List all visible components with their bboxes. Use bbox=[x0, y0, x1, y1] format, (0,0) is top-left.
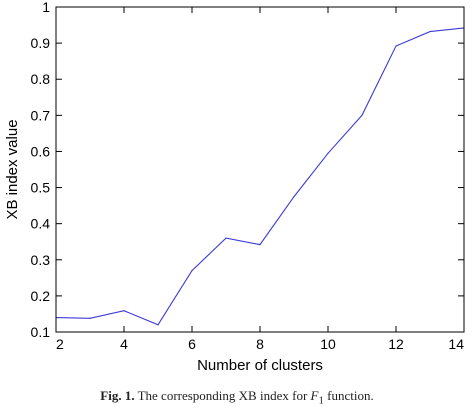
caption-subscript: 1 bbox=[318, 394, 324, 407]
data-point bbox=[123, 310, 125, 312]
x-tick-label: 6 bbox=[188, 336, 196, 352]
data-point bbox=[293, 195, 295, 198]
y-tick-label: 0.8 bbox=[31, 71, 51, 87]
data-point bbox=[157, 324, 159, 326]
y-axis-title: XB index value bbox=[4, 119, 21, 219]
x-tick-label: 10 bbox=[320, 336, 336, 352]
y-tick-label: 0.1 bbox=[31, 324, 51, 340]
data-point bbox=[225, 237, 227, 239]
y-tick-label: 0.7 bbox=[31, 107, 51, 123]
plot-area-frame bbox=[55, 6, 465, 333]
y-tick-label: 0.2 bbox=[31, 288, 51, 304]
series-layer bbox=[55, 27, 465, 326]
data-point bbox=[395, 45, 397, 47]
data-point bbox=[327, 152, 329, 154]
x-tick-label: 2 bbox=[56, 336, 64, 352]
series-line bbox=[55, 27, 465, 326]
figure-caption: Fig. 1. The corresponding XB index for F… bbox=[0, 388, 474, 407]
data-point bbox=[89, 317, 91, 319]
data-point bbox=[361, 114, 363, 116]
x-axis-title: Number of clusters bbox=[197, 357, 323, 374]
xb-index-chart: 2 4 6 8 10 12 14 0.10.20.30.40.50.60.70.80.91 … bbox=[4, 0, 465, 374]
y-tick-label: 0.4 bbox=[31, 216, 51, 232]
data-point bbox=[259, 244, 261, 246]
x-tick-label: 14 bbox=[448, 336, 464, 352]
caption-symbol: F bbox=[310, 388, 319, 403]
x-tick-label: 4 bbox=[120, 336, 128, 352]
y-tick-label: 0.6 bbox=[31, 143, 51, 159]
x-axis-ticks: 2 4 6 8 10 12 14 bbox=[55, 7, 465, 352]
y-tick-label: 1 bbox=[42, 0, 50, 15]
y-axis-ticks: 0.1 0.2 0.3 0.4 0.5 0.6 0.7 0.8 0.9 1 bbox=[31, 0, 464, 340]
data-point bbox=[191, 270, 193, 272]
x-tick-label: 8 bbox=[256, 336, 264, 352]
caption-text-before: The corresponding XB index for bbox=[137, 388, 308, 403]
x-tick-label: 12 bbox=[388, 336, 404, 352]
y-tick-label: 0.3 bbox=[31, 252, 51, 268]
y-tick-label: 0.5 bbox=[31, 180, 51, 196]
data-point bbox=[429, 30, 431, 33]
caption-text-after: function. bbox=[327, 388, 374, 403]
figure-label: Fig. 1. bbox=[100, 388, 135, 403]
y-tick-label: 0.9 bbox=[31, 35, 51, 51]
